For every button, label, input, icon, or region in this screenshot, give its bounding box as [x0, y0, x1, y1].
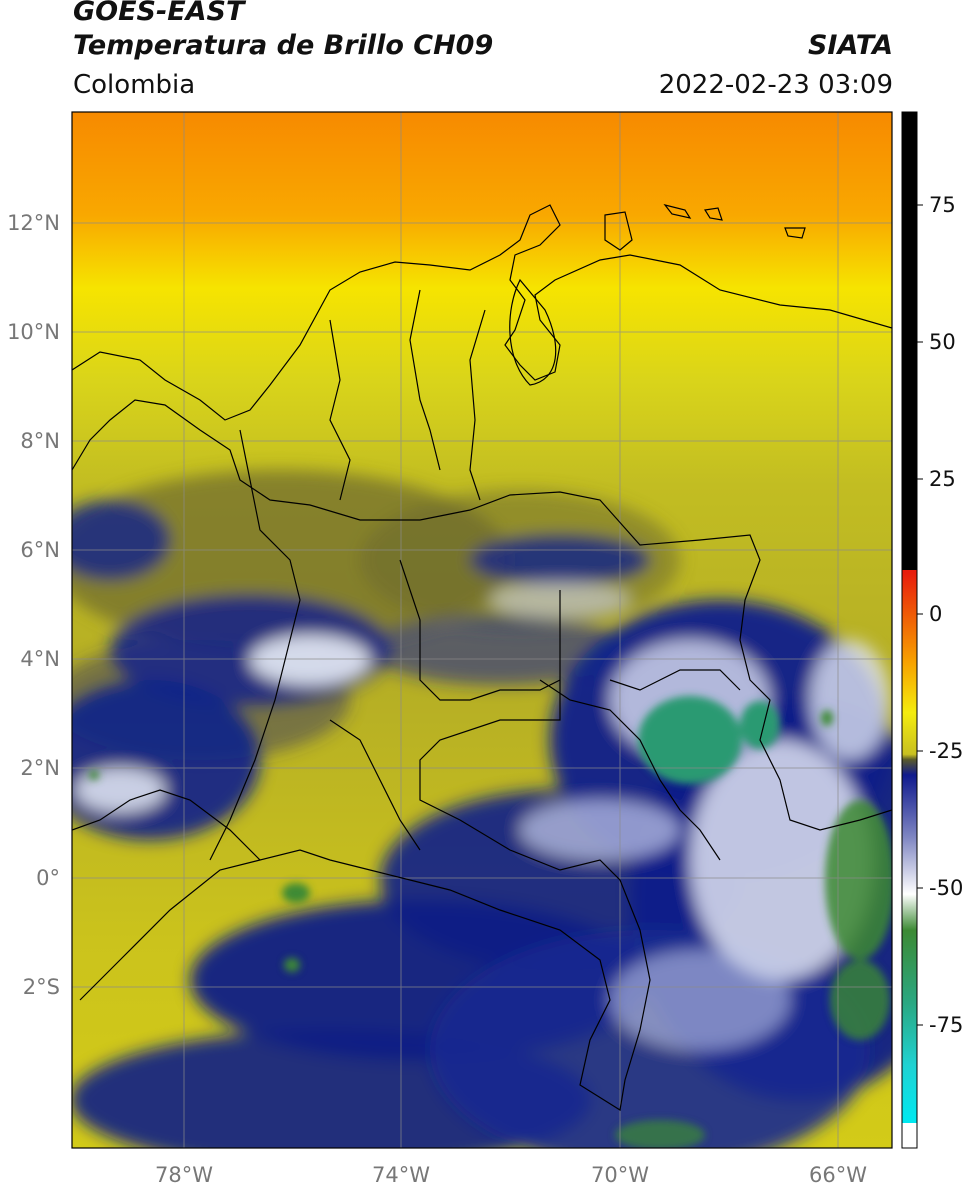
country-borders [72, 203, 892, 1111]
longitude-label: 74°W [372, 1163, 430, 1187]
product-title: Temperatura de Brillo CH09 [73, 30, 494, 61]
latitude-label: 2°N [20, 756, 60, 780]
colorbar-tick-label: -75 [929, 1013, 963, 1037]
region-label: Colombia [73, 70, 196, 100]
brightness-temperature-field [72, 112, 892, 1148]
longitude-label: 70°W [591, 1163, 649, 1187]
satellite-title: GOES-EAST [73, 0, 245, 27]
longitude-label: 78°W [155, 1163, 213, 1187]
colorbar-white-end [902, 1123, 917, 1148]
latitude-label: 0° [36, 866, 60, 890]
organization-label: SIATA [807, 30, 893, 61]
latitude-label: 12°N [7, 211, 60, 235]
datetime-label: 2022-02-23 03:09 [658, 70, 893, 100]
colorbar-tick-label: 50 [929, 330, 956, 354]
colorbar-tick-label: 75 [929, 193, 956, 217]
latitude-label: 10°N [7, 320, 60, 344]
colorbar: 75 50 25 0 -25 -50 -75 [901, 111, 963, 1149]
colorbar-tick-label: 0 [929, 602, 942, 626]
map-frame [71, 111, 893, 1149]
colorbar-tick-label: -25 [929, 739, 963, 763]
latitude-label: 4°N [20, 647, 60, 671]
longitude-labels: 78°W 74°W 70°W 66°W [155, 1163, 867, 1187]
latitude-label: 2°S [23, 975, 60, 999]
map-graticule [72, 112, 892, 1148]
latitude-labels: 12°N 10°N 8°N 6°N 4°N 2°N 0° 2°S [7, 211, 60, 999]
latitude-label: 6°N [20, 538, 60, 562]
latitude-label: 8°N [20, 429, 60, 453]
colorbar-ticks: 75 50 25 0 -25 -50 -75 [917, 193, 963, 1037]
colorbar-tick-label: 25 [929, 467, 956, 491]
colorbar-tick-label: -50 [929, 876, 963, 900]
colorbar-black-segment [902, 112, 917, 570]
longitude-label: 66°W [809, 1163, 867, 1187]
